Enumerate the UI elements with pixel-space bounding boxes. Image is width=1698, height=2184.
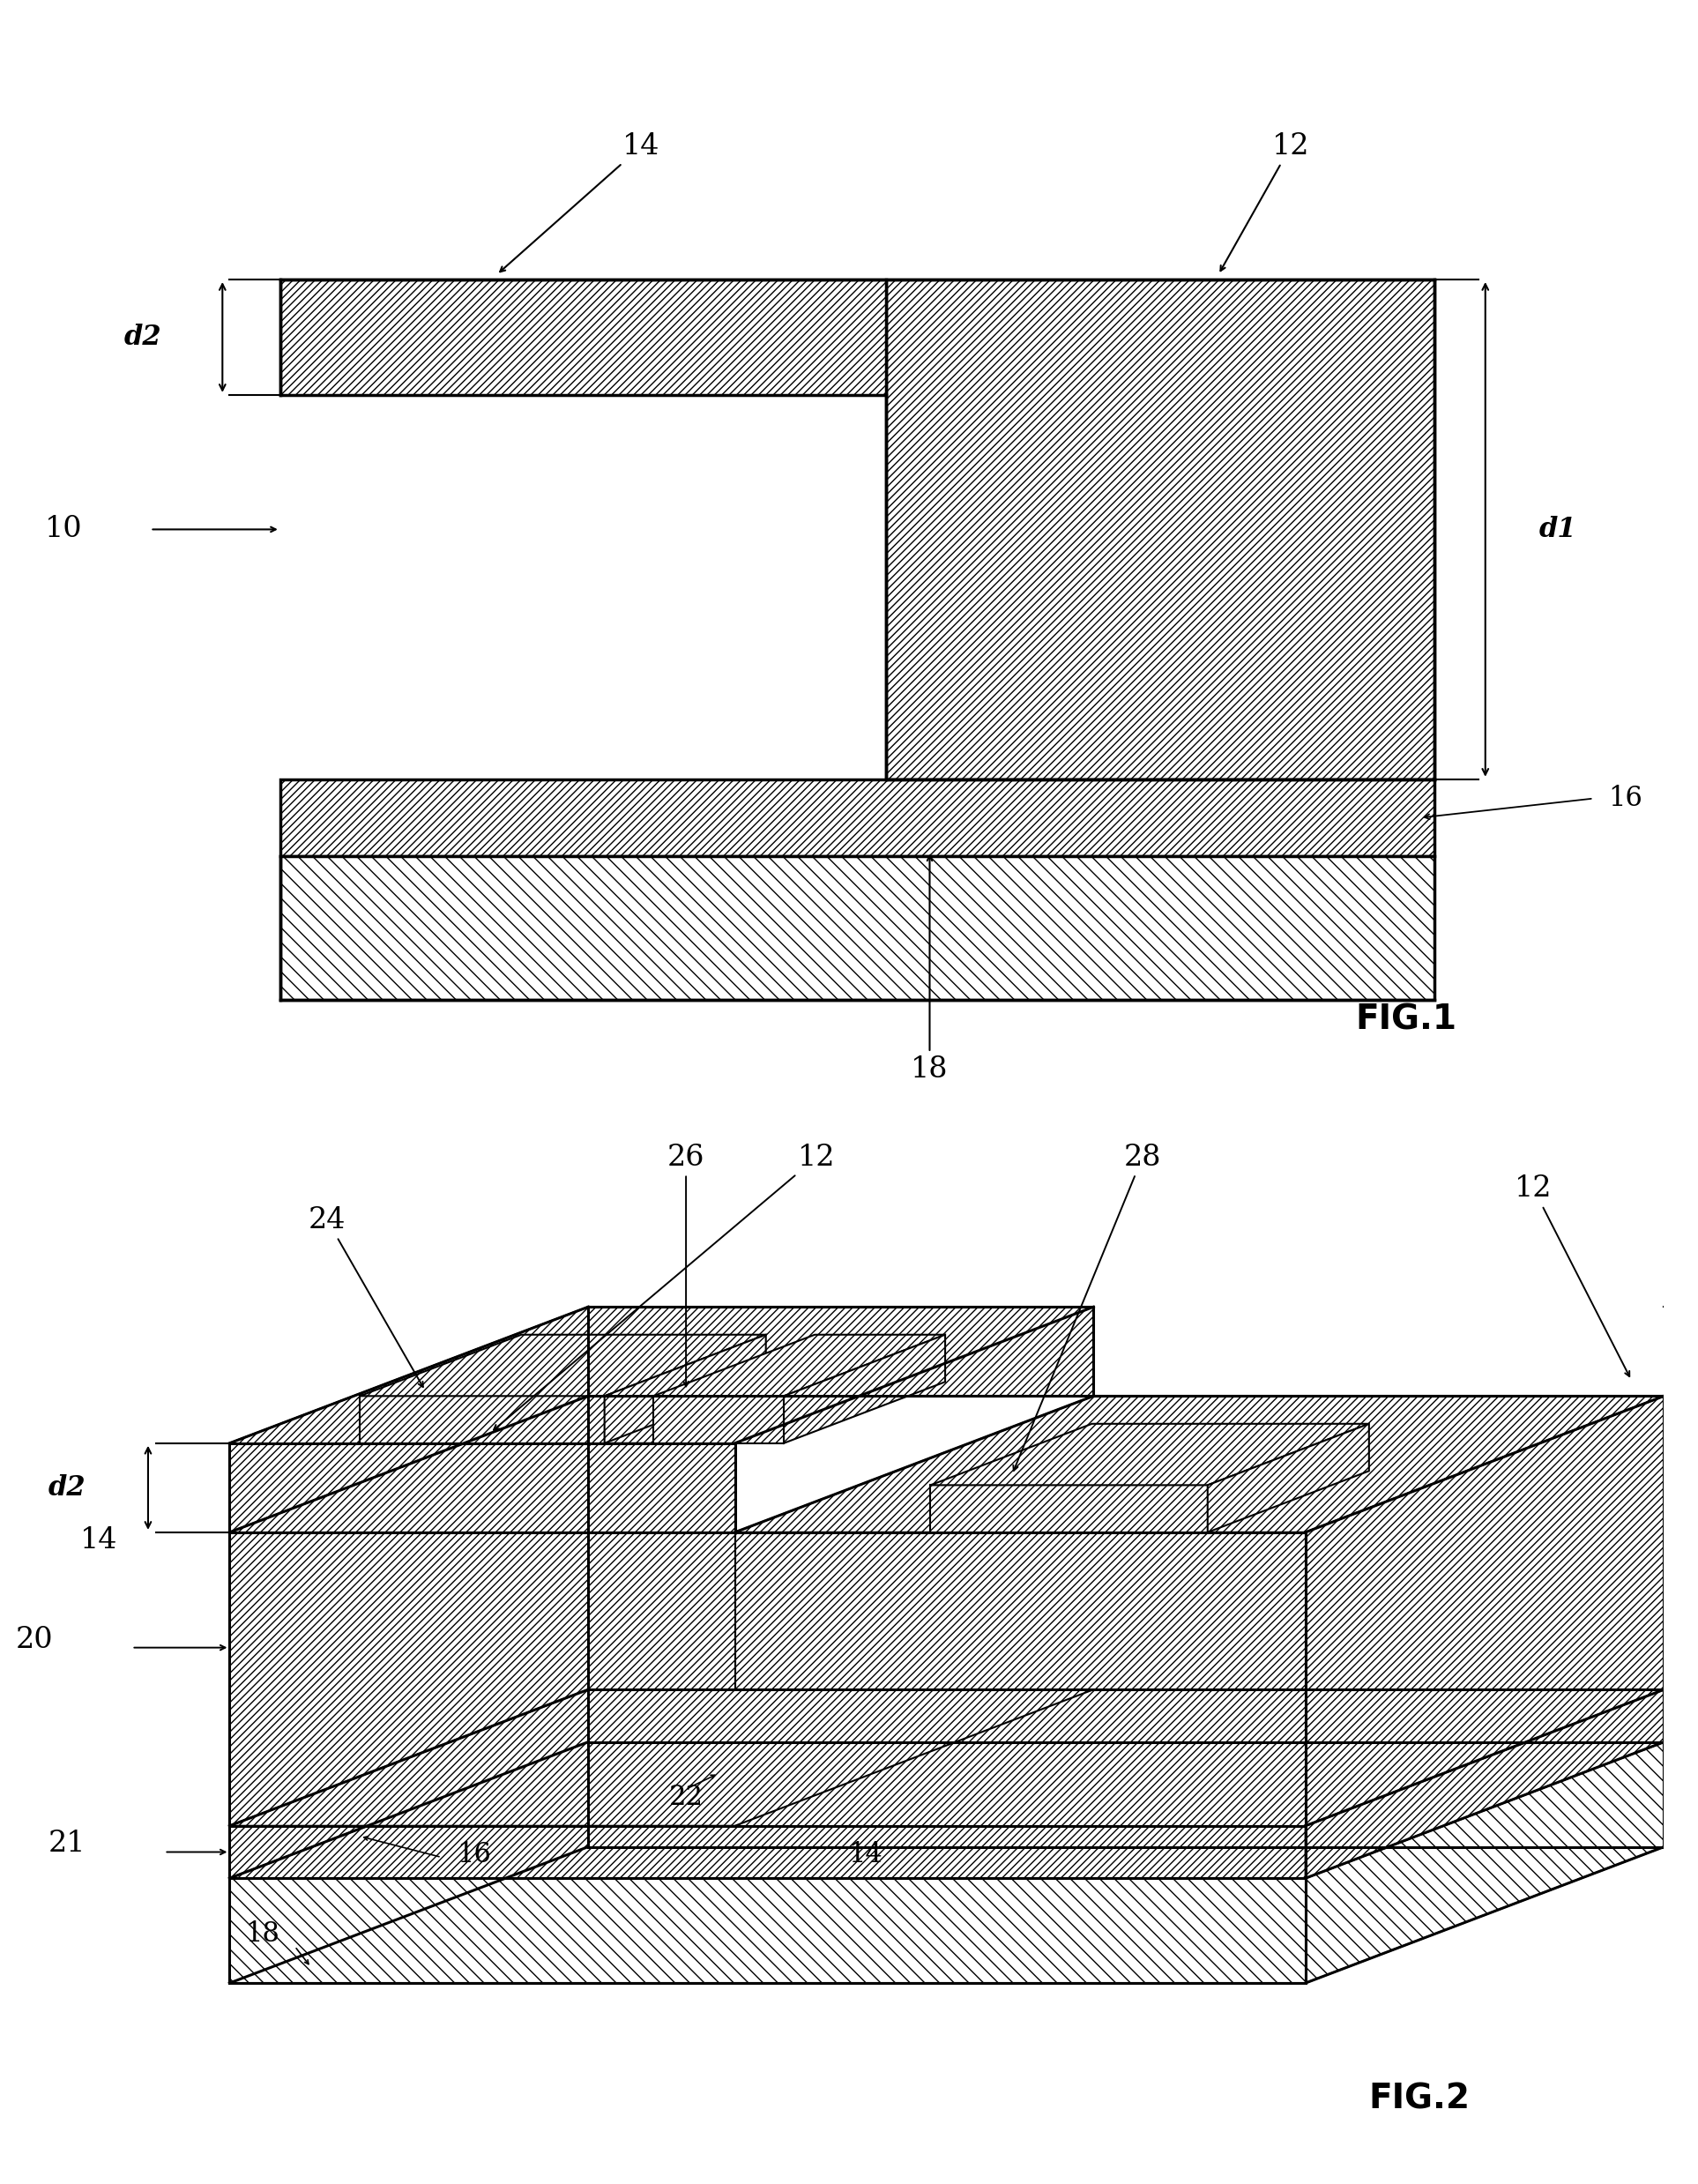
Polygon shape bbox=[588, 1743, 1664, 1848]
Text: 14: 14 bbox=[499, 133, 661, 271]
Polygon shape bbox=[360, 1334, 766, 1396]
Text: FIG.1: FIG.1 bbox=[1355, 1002, 1457, 1035]
Text: 14: 14 bbox=[80, 1527, 117, 1555]
Polygon shape bbox=[229, 1306, 1094, 1444]
Text: 21: 21 bbox=[48, 1830, 85, 1859]
Polygon shape bbox=[1207, 1424, 1369, 1533]
Polygon shape bbox=[229, 1306, 588, 1533]
Text: 14: 14 bbox=[849, 1841, 883, 1870]
Polygon shape bbox=[229, 1533, 735, 1826]
Polygon shape bbox=[229, 1444, 735, 1533]
Polygon shape bbox=[1306, 1690, 1664, 1878]
Polygon shape bbox=[229, 1690, 1664, 1826]
Polygon shape bbox=[280, 280, 886, 395]
Text: d1: d1 bbox=[1538, 515, 1576, 544]
Text: d2: d2 bbox=[48, 1474, 85, 1500]
Polygon shape bbox=[1306, 1396, 1664, 1826]
Text: 24: 24 bbox=[309, 1206, 423, 1387]
Polygon shape bbox=[784, 1334, 946, 1444]
Polygon shape bbox=[931, 1424, 1369, 1485]
Text: 18: 18 bbox=[245, 1920, 278, 1948]
Polygon shape bbox=[931, 1485, 1207, 1533]
Polygon shape bbox=[735, 1396, 1664, 1533]
Polygon shape bbox=[654, 1334, 946, 1396]
Text: 20: 20 bbox=[15, 1625, 53, 1653]
Text: 22: 22 bbox=[669, 1784, 703, 1811]
Polygon shape bbox=[229, 1690, 588, 1878]
Text: 26: 26 bbox=[667, 1144, 705, 1387]
Text: 16: 16 bbox=[457, 1841, 491, 1870]
Polygon shape bbox=[229, 1826, 1306, 1878]
Polygon shape bbox=[886, 280, 1435, 780]
Polygon shape bbox=[229, 1690, 1094, 1826]
Polygon shape bbox=[280, 856, 1435, 1000]
Text: 12: 12 bbox=[1221, 133, 1309, 271]
Polygon shape bbox=[735, 1533, 1306, 1826]
Polygon shape bbox=[280, 780, 1435, 856]
Text: 12: 12 bbox=[1515, 1175, 1630, 1376]
Polygon shape bbox=[588, 1306, 1094, 1396]
Polygon shape bbox=[360, 1396, 604, 1444]
Polygon shape bbox=[1094, 1396, 1664, 1690]
Polygon shape bbox=[588, 1690, 1664, 1743]
Text: 10: 10 bbox=[44, 515, 83, 544]
Polygon shape bbox=[1306, 1743, 1664, 1983]
Text: 12: 12 bbox=[494, 1144, 835, 1431]
Text: FIG.2: FIG.2 bbox=[1369, 2081, 1470, 2116]
Text: 28: 28 bbox=[1014, 1144, 1161, 1470]
Polygon shape bbox=[604, 1334, 766, 1444]
Polygon shape bbox=[654, 1396, 784, 1444]
Polygon shape bbox=[229, 1743, 1664, 1878]
Text: 18: 18 bbox=[910, 856, 949, 1083]
Polygon shape bbox=[229, 1878, 1306, 1983]
Text: 16: 16 bbox=[1608, 784, 1642, 812]
Text: d2: d2 bbox=[124, 323, 161, 352]
